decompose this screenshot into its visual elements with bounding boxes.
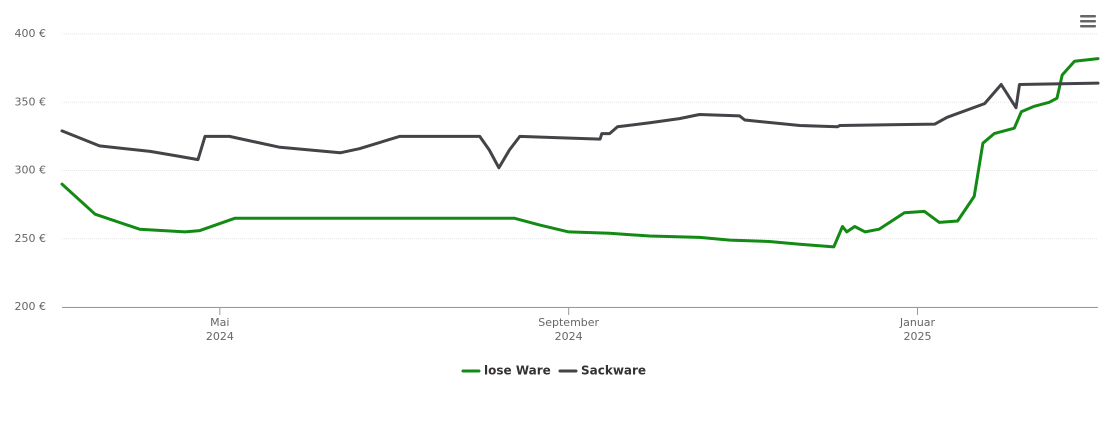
line xyxy=(60,57,1100,249)
x-tick-label: Januar 2025 xyxy=(899,316,936,343)
x-tick-label: Mai 2024 xyxy=(205,316,234,343)
x-tick-label: September 2024 xyxy=(538,316,600,343)
legend-label: Sackware xyxy=(581,364,646,378)
y-tick-label: 250 € xyxy=(15,232,47,245)
menu-bar xyxy=(1080,20,1096,23)
line xyxy=(60,81,1100,170)
y-tick-label: 350 € xyxy=(15,95,47,108)
y-tick-label: 400 € xyxy=(15,27,47,40)
menu-bar xyxy=(1080,25,1096,28)
y-tick-label: 300 € xyxy=(15,164,47,177)
y-tick-label: 200 € xyxy=(15,300,47,313)
menu-bar xyxy=(1080,15,1096,18)
legend-label: lose Ware xyxy=(484,364,551,378)
menu-button[interactable] xyxy=(1078,12,1098,30)
